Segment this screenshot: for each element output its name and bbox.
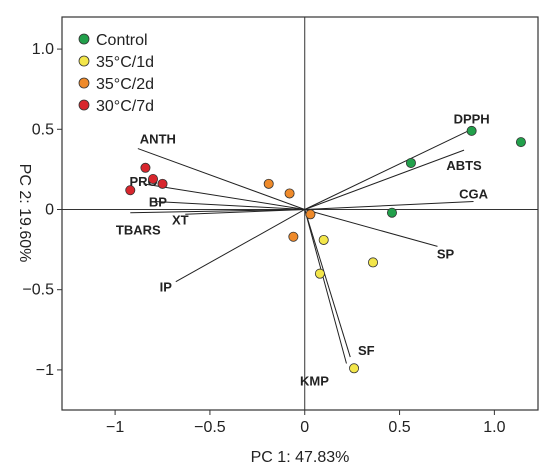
score-point-series-2 [314,268,325,279]
loading-vector-ip [175,209,305,283]
loading-vector-abts [304,149,465,210]
legend-marker-2 [78,55,90,67]
plot-frame [61,16,539,411]
y-ticks: −1 −0.5 0 0.5 1.0 [22,41,62,379]
score-point-series-4 [157,178,168,189]
loading-label-bp: BP [149,194,167,209]
loading-label-dpph: DPPH [454,111,490,126]
score-point-series-3 [305,209,316,220]
y-axis-title: PC 2: 19.60% [16,164,33,263]
legend-marker-3 [78,77,90,89]
loading-label-kmp: KMP [300,373,329,388]
loading-vector-pro [143,183,305,210]
y-tick-label: 0.5 [32,121,54,138]
x-tick-label: −1 [106,419,124,436]
x-ticks: −1 −0.5 0 0.5 1.0 [106,410,506,436]
score-point-series-1 [386,207,397,218]
score-point-series-1 [466,125,477,136]
legend-label-4: 30°C/7d [96,98,154,115]
legend-label-3: 35°C/2d [96,76,154,93]
score-point-series-1 [515,137,526,148]
legend: Control 35°C/1d 35°C/2d 30°C/7d [78,32,154,115]
loading-vector-sf [304,209,351,358]
score-point-series-4 [148,174,159,185]
loading-label-abts: ABTS [446,158,482,173]
legend-label-2: 35°C/1d [96,54,154,71]
x-axis-title: PC 1: 47.83% [251,449,350,466]
loading-vector-bp [154,200,305,210]
y-tick-label: 0 [45,201,54,218]
score-points [125,125,526,374]
score-point-series-4 [140,162,151,173]
score-point-series-3 [288,231,299,242]
loading-label-cga: CGA [459,186,489,201]
loading-label-xt: XT [172,212,189,227]
legend-marker-4 [78,99,90,111]
loading-vector-dpph [304,128,472,210]
loading-label-ip: IP [160,280,173,295]
loading-label-sp: SP [437,246,455,261]
score-point-series-4 [125,185,136,196]
y-tick-label: −1 [36,362,54,379]
x-tick-label: 1.0 [483,419,505,436]
score-point-series-3 [284,188,295,199]
score-point-series-2 [318,234,329,245]
score-point-series-3 [263,178,274,189]
loading-vector-anth [137,148,305,210]
score-point-series-1 [405,157,416,168]
loading-label-anth: ANTH [140,132,176,147]
x-tick-label: −0.5 [194,419,226,436]
loading-label-sf: SF [358,343,375,358]
loading-label-tbars: TBARS [116,223,161,238]
y-tick-label: −0.5 [22,282,54,299]
score-point-series-2 [349,363,360,374]
y-tick-label: 1.0 [32,41,54,58]
loading-vector-cga [304,200,474,210]
x-tick-label: 0.5 [388,419,410,436]
x-tick-label: 0 [300,419,309,436]
score-point-series-2 [368,257,379,268]
loading-vector-tbars [130,208,305,214]
loading-vector-sp [304,209,438,247]
legend-marker-1 [78,33,90,45]
legend-label-1: Control [96,32,148,49]
loading-vector-kmp [304,209,347,364]
